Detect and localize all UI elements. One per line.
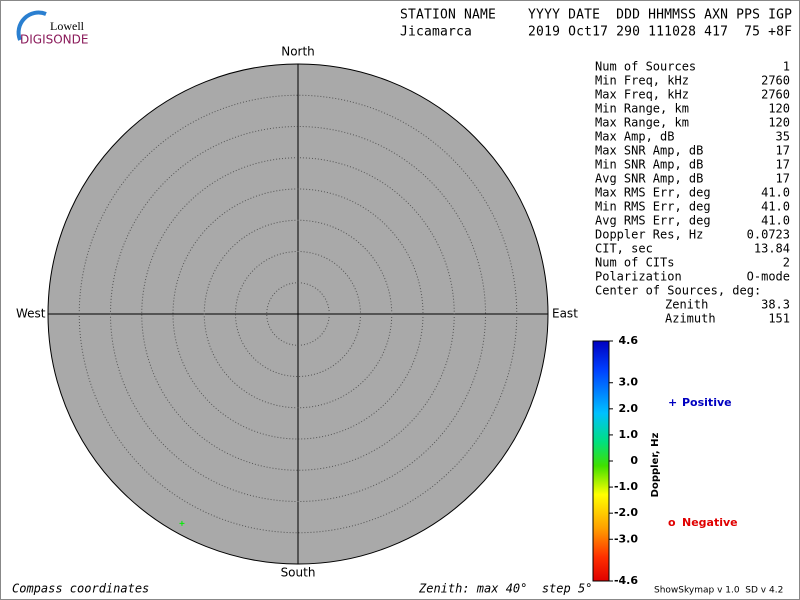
stat-value: 2: [783, 256, 790, 270]
stat-value: 41.0: [761, 200, 790, 214]
zenith-ring: [110, 126, 486, 502]
stat-label: Avg SNR Amp, dB: [595, 172, 703, 186]
zenith-ring: [141, 157, 455, 471]
colorbar-tick-label: 2.0: [619, 402, 639, 415]
colorbar-tick-label: -3.0: [614, 532, 638, 545]
source-point: [179, 520, 185, 526]
stat-label: Min SNR Amp, dB: [595, 158, 703, 172]
stat-value: O-mode: [747, 270, 790, 284]
colorbar-tick-label: 0: [630, 454, 638, 467]
stat-value: 2760: [761, 74, 790, 88]
stat-value: 17: [776, 172, 790, 186]
azimuth-label: Azimuth: [665, 312, 716, 326]
stat-value: 13.84: [754, 242, 790, 256]
center-title: Center of Sources, deg:: [595, 284, 761, 298]
stat-label: Num of CITs: [595, 256, 674, 270]
logo-line2: DIGISONDE: [20, 33, 88, 47]
legend-symbol: +: [668, 396, 677, 409]
colorbar-tick-label: -1.0: [614, 480, 638, 493]
colorbar-tick-label: -4.6: [614, 574, 638, 587]
stat-value: 35: [776, 130, 790, 144]
legend-name: Positive: [682, 396, 732, 409]
stat-value: 0.0723: [747, 228, 790, 242]
zenith-ring: [203, 219, 393, 409]
stat-value: 2760: [761, 88, 790, 102]
stat-label: Doppler Res, Hz: [595, 228, 703, 242]
stat-label: Max Range, km: [595, 116, 689, 130]
stat-label: Num of Sources: [595, 60, 696, 74]
stat-value: 17: [776, 158, 790, 172]
stat-value: 41.0: [761, 186, 790, 200]
zenith-ring: [172, 188, 424, 440]
header-values: Jicamarca 2019 Oct17 290 111028 417 75 +…: [400, 25, 792, 40]
zenith-ring: [235, 251, 361, 377]
logo-line1: Lowell: [50, 19, 85, 33]
stat-value: 17: [776, 144, 790, 158]
footer-middle: Zenith: max 40° step 5°: [418, 582, 592, 596]
logo-swoosh: [16, 10, 47, 41]
south-label: South: [281, 566, 316, 580]
zenith-value: 38.3: [761, 298, 790, 312]
azimuth-value: 151: [768, 312, 790, 326]
stat-label: Avg RMS Err, deg: [595, 214, 711, 228]
stat-value: 120: [768, 116, 790, 130]
zenith-ring: [266, 282, 330, 346]
legend-symbol: o: [668, 516, 676, 529]
stat-label: Max RMS Err, deg: [595, 186, 711, 200]
stat-label: Max SNR Amp, dB: [595, 144, 703, 158]
stat-label: CIT, sec: [595, 242, 653, 256]
footer-right: ShowSkymap v 1.0 SD v 4.2: [654, 586, 783, 596]
header-labels: STATION NAME YYYY DATE DDD HHMMSS AXN PP…: [400, 8, 792, 23]
stat-label: Polarization: [595, 270, 682, 284]
colorbar-tick-label: 4.6: [619, 334, 639, 347]
zenith-ring: [78, 94, 518, 534]
colorbar-title: Doppler, Hz: [650, 433, 661, 498]
stat-value: 41.0: [761, 214, 790, 228]
north-label: North: [281, 45, 315, 59]
colorbar-tick-label: 3.0: [619, 376, 639, 389]
legend-name: Negative: [682, 516, 738, 529]
stat-value: 1: [783, 60, 790, 74]
stat-label: Min RMS Err, deg: [595, 200, 711, 214]
stat-label: Min Range, km: [595, 102, 689, 116]
zenith-label: Zenith: [665, 298, 708, 312]
colorbar: [592, 340, 610, 582]
colorbar-tick-label: -2.0: [614, 506, 638, 519]
west-label: West: [16, 307, 46, 321]
stat-label: Max Amp, dB: [595, 130, 674, 144]
colorbar-tick-label: 1.0: [619, 428, 639, 441]
east-label: East: [552, 307, 578, 321]
stat-value: 120: [768, 102, 790, 116]
footer-left: Compass coordinates: [12, 582, 149, 596]
stat-label: Min Freq, kHz: [595, 74, 689, 88]
stat-label: Max Freq, kHz: [595, 88, 689, 102]
